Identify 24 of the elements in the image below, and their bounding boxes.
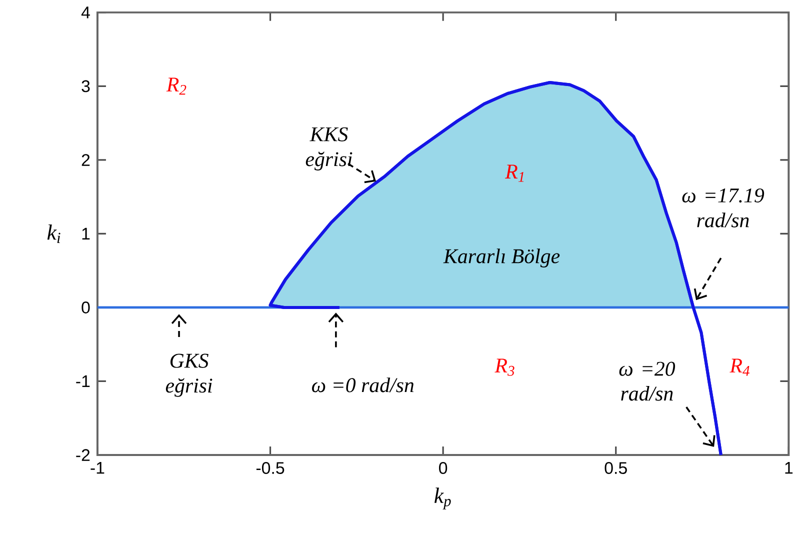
x-tick-label: -1 — [90, 462, 104, 474]
annotation: R$_{4}$ — [730, 358, 750, 376]
y-tick-label: 2 — [82, 154, 90, 166]
x-axis-title: k$_{p}$ — [434, 487, 451, 510]
x-tick-label: -0.5 — [256, 462, 284, 474]
annotation: R$_{1}$ — [504, 164, 524, 182]
annotation: ω =17.19 rad/sn — [682, 188, 764, 228]
x-tick-label: 0 — [439, 462, 448, 474]
x-tick-label: 0.5 — [604, 462, 627, 474]
annotation: ω =20 rad/sn — [619, 362, 676, 401]
annotation: KKS eğrisi — [306, 127, 352, 170]
y-tick-label: -2 — [76, 448, 90, 461]
y-tick-label: -1 — [76, 375, 90, 387]
x-tick-label: 1 — [785, 462, 793, 474]
y-tick-label: 4 — [81, 6, 90, 18]
y-tick-label: 1 — [82, 228, 90, 240]
annotation: R$_{2}$ — [166, 78, 186, 94]
annotation: GKS eğrisi — [166, 354, 212, 397]
annotation: Kararlı Bölge — [443, 248, 560, 268]
y-tick-label: 0 — [82, 301, 90, 314]
annotation: R$_{3}$ — [494, 358, 514, 376]
annotation: ω =0 rad/sn — [312, 377, 414, 392]
y-tick-label: 3 — [82, 80, 90, 92]
y-axis-title: k$_{i}$ — [47, 224, 60, 243]
